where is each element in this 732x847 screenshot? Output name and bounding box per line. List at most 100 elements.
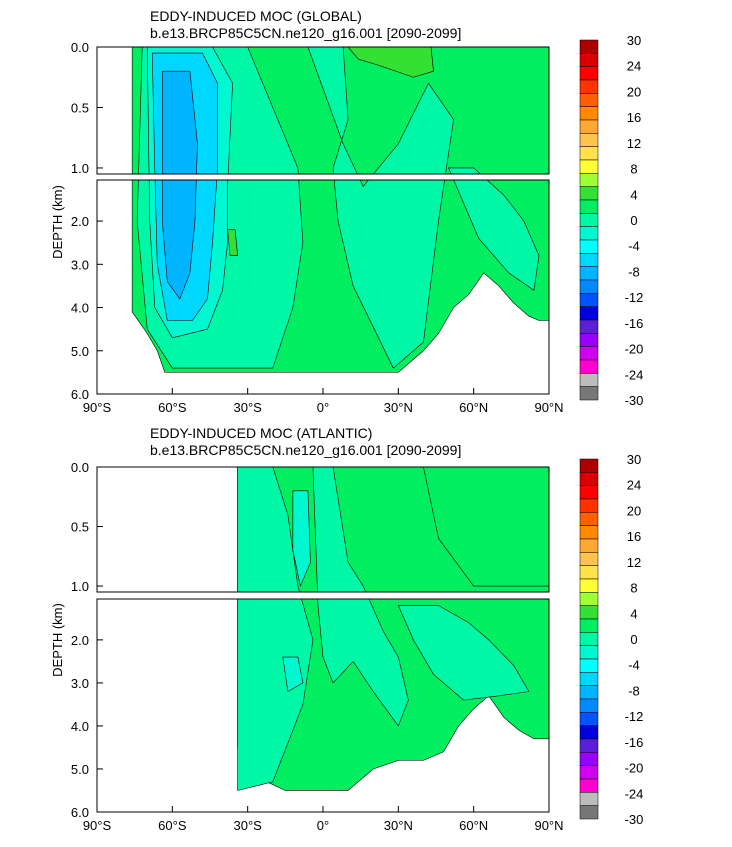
contour-fill-m2	[307, 47, 454, 174]
colorbar-swatch	[579, 592, 599, 606]
y-tick-label: 5.0	[71, 762, 89, 777]
colorbar-swatch	[579, 498, 599, 513]
y-tick-label: 4.0	[71, 301, 89, 316]
colorbar-swatch	[579, 725, 599, 740]
lower-plot-area	[237, 599, 549, 791]
panel-atlantic: EDDY-INDUCED MOC (ATLANTIC) b.e13.BRCP85…	[50, 425, 643, 833]
panel-subtitle: b.e13.BRCP85C5CN.ne120_g16.001 [2090-209…	[150, 442, 461, 458]
y-axis-label: DEPTH (km)	[50, 185, 65, 259]
colorbar-swatch	[579, 778, 599, 793]
contour-fill-p0	[423, 467, 549, 587]
colorbar-label: -30	[625, 393, 644, 408]
colorbar-label: 30	[627, 33, 641, 48]
contour-fill-m2	[237, 467, 300, 592]
contour-fill-p4	[227, 229, 238, 256]
colorbar-label: -12	[625, 290, 644, 305]
colorbar-label: 8	[630, 581, 637, 596]
y-tick-label: 1.0	[71, 161, 89, 176]
panel-global: EDDY-INDUCED MOC (GLOBAL) b.e13.BRCP85C5…	[50, 8, 643, 415]
y-tick-label: 2.0	[71, 214, 89, 229]
colorbar-label: 0	[630, 632, 637, 647]
colorbar-label: -4	[628, 658, 640, 673]
colorbar-swatch	[579, 765, 599, 780]
colorbar: 30 24 20 16 12 8 4 0 -4 -8 -12 -16 -20 -24 -30	[579, 452, 644, 827]
colorbar-label: -20	[625, 761, 644, 776]
colorbar-label: -16	[625, 316, 644, 331]
lower-frame	[96, 598, 550, 813]
x-tick-label: 30°N	[384, 400, 413, 415]
colorbar-swatch	[579, 618, 599, 633]
upper-plot-area	[237, 467, 549, 592]
colorbar-swatch	[579, 472, 599, 486]
colorbar-swatch	[579, 698, 599, 713]
colorbar-swatch	[579, 512, 599, 526]
y-axis-label: DEPTH (km)	[50, 603, 65, 677]
x-axis: 90°S 60°S 30°S 0° 30°N 60°N 90°N	[83, 388, 564, 415]
y-tick-label: 0.5	[71, 100, 89, 115]
colorbar-swatch	[579, 159, 599, 174]
y-tick-label: 3.0	[71, 676, 89, 691]
colorbar-swatch	[579, 306, 599, 321]
contour-fill-m4	[282, 656, 304, 692]
colorbar-label: -30	[625, 812, 644, 827]
x-tick-label: 90°S	[83, 818, 112, 833]
colorbar-swatch	[579, 658, 599, 673]
colorbar-swatch	[579, 39, 599, 54]
colorbar-swatch	[579, 293, 599, 307]
colorbar-swatch	[579, 239, 599, 254]
colorbar-swatch	[579, 805, 599, 820]
colorbar-label: 16	[627, 529, 641, 544]
colorbar-swatch	[579, 173, 599, 187]
colorbar: 30 24 20 16 12 8 4 0 -4 -8 -12 -16 -20 -24 -30	[579, 33, 644, 408]
upper-frame	[96, 46, 550, 175]
colorbar-label: -8	[628, 264, 640, 279]
contour-fill-m4	[292, 490, 311, 587]
colorbar-swatch	[579, 146, 599, 161]
colorbar-swatch	[579, 685, 599, 700]
colorbar-label: 4	[630, 187, 637, 202]
colorbar-swatch	[579, 253, 599, 267]
colorbar-swatch	[579, 66, 599, 81]
colorbar-label: 20	[627, 84, 641, 99]
x-axis: 90°S 60°S 30°S 0° 30°N 60°N 90°N	[83, 806, 564, 833]
contour-fill-m2	[333, 180, 445, 369]
colorbar-swatch	[579, 578, 599, 593]
colorbar-swatch	[579, 605, 599, 620]
y-tick-label: 0.0	[71, 40, 89, 55]
colorbar-swatch	[579, 373, 599, 387]
colorbar-swatch	[579, 538, 599, 553]
lower-frame	[96, 179, 550, 395]
y-tick-label: 3.0	[71, 257, 89, 272]
x-tick-label: 30°S	[233, 818, 262, 833]
colorbar-swatch	[579, 93, 599, 107]
colorbar-label: 30	[627, 452, 641, 467]
colorbar-swatch	[579, 386, 599, 401]
colorbar-label: 8	[630, 162, 637, 177]
colorbar-swatch	[579, 752, 599, 766]
colorbar-label: -12	[625, 709, 644, 724]
colorbar-swatch	[579, 199, 599, 214]
colorbar-label: -8	[628, 683, 640, 698]
colorbar-swatch	[579, 53, 599, 67]
upper-plot-area	[131, 47, 549, 174]
contour-fill-m2	[448, 167, 481, 174]
colorbar-label: 24	[627, 59, 641, 74]
lower-plot-area	[131, 180, 549, 373]
contour-fill-p4	[347, 47, 434, 78]
colorbar-label: 24	[627, 478, 641, 493]
x-tick-label: 90°S	[83, 400, 112, 415]
colorbar-swatch	[579, 712, 599, 726]
colorbar-label: 4	[630, 606, 637, 621]
colorbar-label: 20	[627, 503, 641, 518]
colorbar-swatch	[579, 458, 599, 473]
x-tick-label: 30°S	[233, 400, 262, 415]
y-tick-label: 1.0	[71, 579, 89, 594]
colorbar-swatch	[579, 119, 599, 134]
colorbar-swatch	[579, 346, 599, 361]
y-tick-label: 0.5	[71, 520, 89, 535]
contour-fill-m2	[398, 605, 530, 701]
y-tick-label: 0.0	[71, 460, 89, 475]
colorbar-swatch	[579, 266, 599, 281]
colorbar-label: -20	[625, 342, 644, 357]
